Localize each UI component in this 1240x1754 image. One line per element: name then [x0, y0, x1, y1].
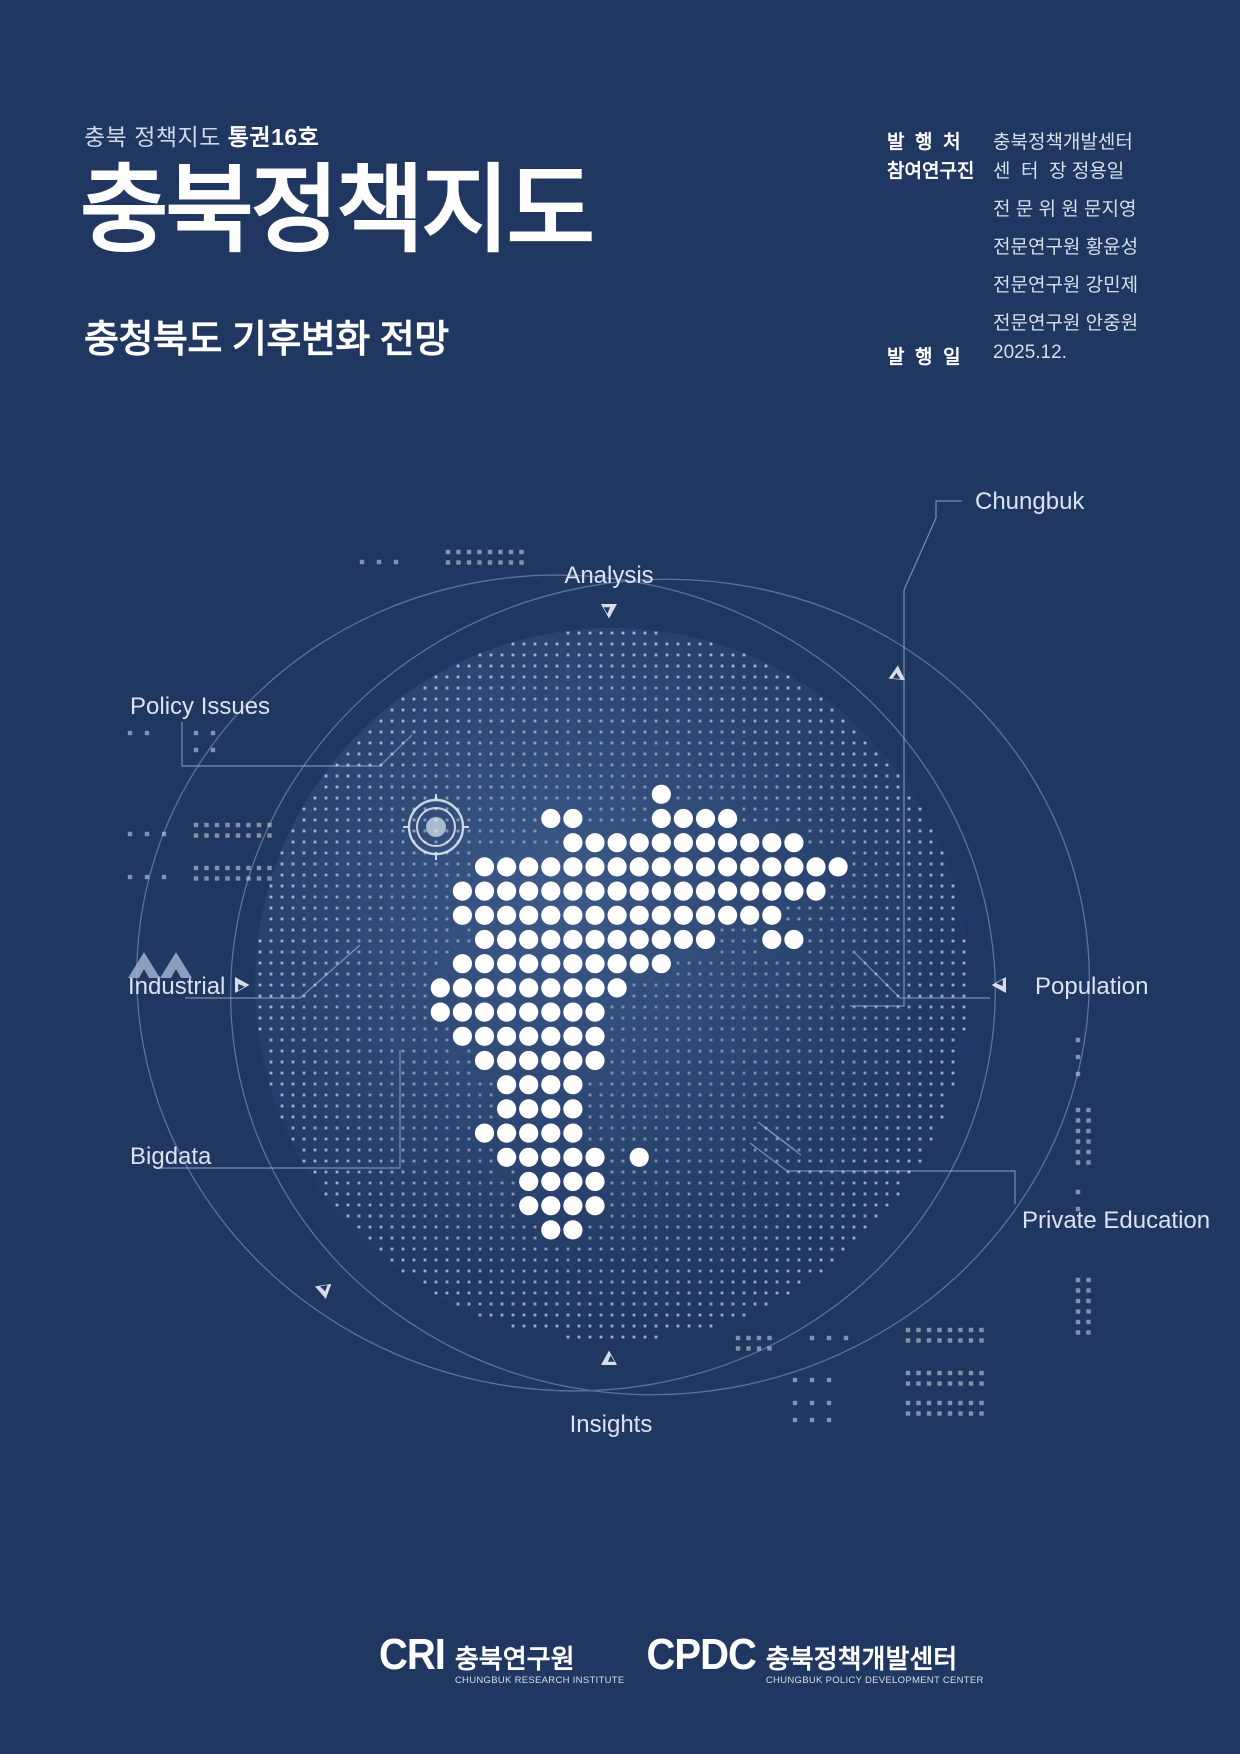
svg-text:Insights: Insights	[570, 1411, 653, 1438]
svg-text:Private Education: Private Education	[1022, 1207, 1210, 1234]
svg-text:Policy Issues: Policy Issues	[130, 693, 270, 720]
svg-text:Bigdata: Bigdata	[130, 1143, 212, 1170]
svg-text:Chungbuk: Chungbuk	[975, 488, 1085, 515]
svg-text:Population: Population	[1035, 973, 1148, 1000]
svg-text:Analysis: Analysis	[564, 562, 653, 589]
